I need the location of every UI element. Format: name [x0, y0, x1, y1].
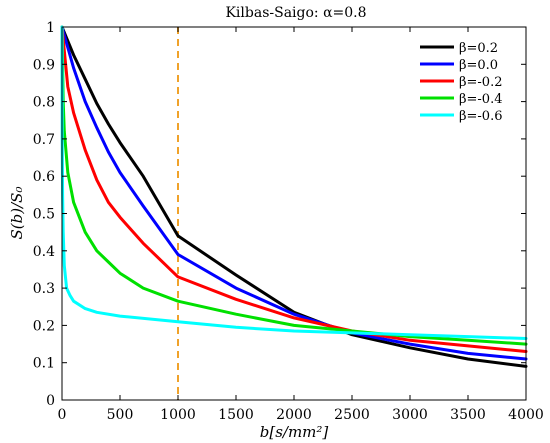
y-tick-label: 1 — [46, 20, 55, 36]
y-tick-label: 0.4 — [33, 244, 55, 260]
series-line-2 — [60, 25, 528, 353]
y-tick-label: 0.1 — [33, 356, 55, 372]
y-tick-label: 0.9 — [33, 57, 55, 73]
x-tick-label: 0 — [58, 407, 67, 423]
y-axis-label: S(b)/S₀ — [8, 187, 26, 240]
y-tick-label: 0.7 — [33, 132, 55, 148]
x-tick-label: 3000 — [392, 407, 428, 423]
chart-title: Kilbas-Saigo: α=0.8 — [225, 5, 366, 21]
x-tick-label: 4000 — [508, 407, 544, 423]
y-tick-label: 0.5 — [33, 207, 55, 223]
y-axis: 0 0.1 0.2 0.3 0.4 0.5 0.6 0.7 0.8 0.9 1 — [33, 20, 526, 409]
legend-label-3: β=-0.4 — [459, 92, 502, 107]
x-tick-label: 1000 — [160, 407, 196, 423]
legend-label-4: β=-0.6 — [459, 109, 502, 124]
legend-label-2: β=-0.2 — [459, 75, 502, 90]
series-layer — [60, 25, 528, 368]
legend: β=0.2 β=0.0 β=-0.2 β=-0.4 β=-0.6 — [420, 41, 502, 124]
x-axis-label: b[s/mm²] — [260, 423, 329, 441]
series-line-0 — [60, 25, 528, 368]
x-tick-label: 3500 — [450, 407, 486, 423]
y-tick-label: 0.2 — [33, 318, 55, 334]
x-tick-label: 1500 — [218, 407, 254, 423]
x-tick-label: 2000 — [276, 407, 312, 423]
x-tick-label: 500 — [107, 407, 134, 423]
x-tick-label: 2500 — [334, 407, 370, 423]
x-axis: 0 500 1000 1500 2000 2500 3000 3500 4000 — [58, 27, 544, 423]
y-tick-label: 0.6 — [33, 169, 55, 185]
y-tick-label: 0 — [46, 393, 55, 409]
series-line-1 — [60, 25, 528, 361]
series-line-4 — [60, 25, 528, 340]
legend-label-1: β=0.0 — [459, 58, 498, 73]
y-tick-label: 0.8 — [33, 95, 55, 111]
y-tick-label: 0.3 — [33, 281, 55, 297]
legend-label-0: β=0.2 — [459, 41, 498, 56]
